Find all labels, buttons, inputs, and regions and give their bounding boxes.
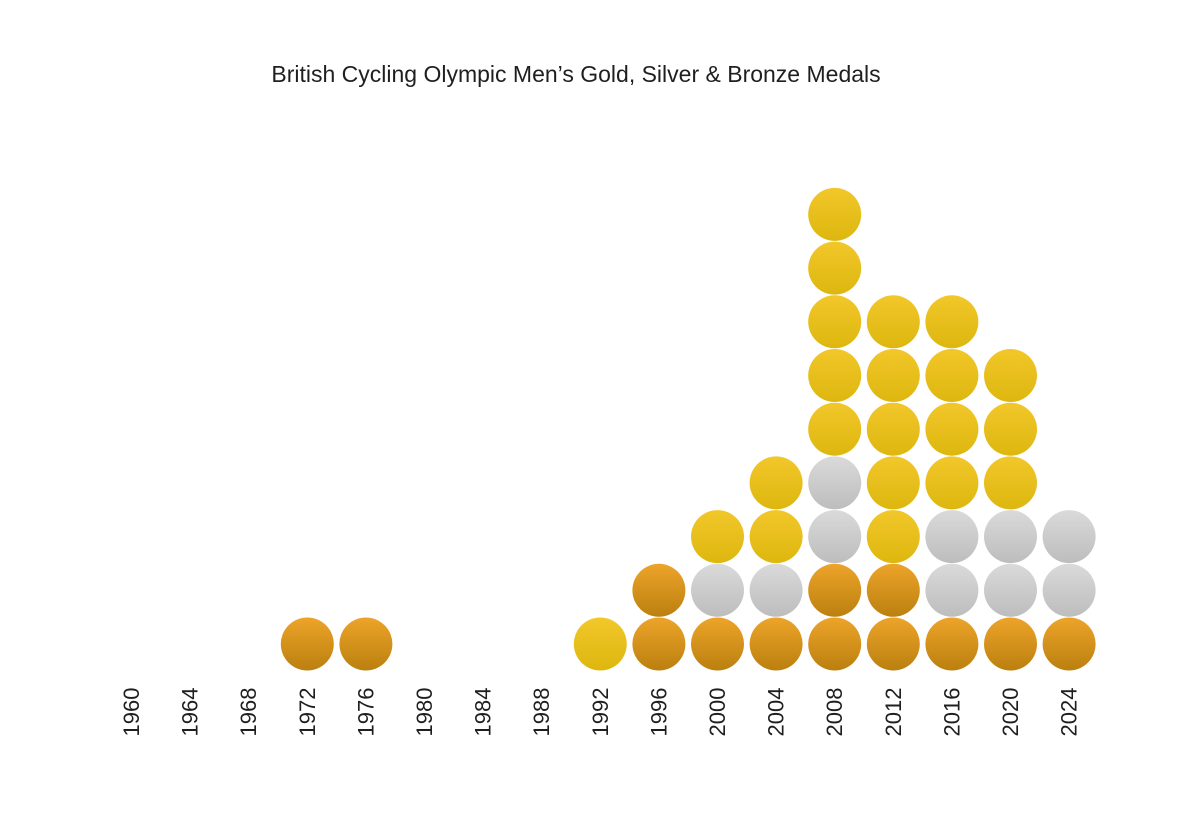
silver-medal-dot-2024-2 (1042, 510, 1096, 564)
silver-medal-dot-2000-1 (691, 563, 744, 617)
bronze-medal-dot-1996-1 (632, 617, 686, 671)
gold-medal-dot-2008-1 (808, 402, 862, 456)
x-tick-label-2000: 2000 (705, 688, 730, 737)
x-tick-label-1964: 1964 (178, 688, 203, 737)
silver-medal-dot-2004-1 (749, 563, 803, 617)
gold-medal-dot-2016-3 (925, 349, 979, 402)
silver-medal-dot-2020-2 (984, 510, 1037, 564)
gold-medal-dot-2012-4 (866, 349, 920, 402)
x-tick-label-1988: 1988 (529, 688, 554, 737)
bronze-medal-dot-1976-1 (339, 617, 393, 671)
chart-title: British Cycling Olympic Men’s Gold, Silv… (271, 61, 880, 87)
silver-medal-dot-2016-1 (925, 563, 979, 617)
bronze-medal-dot-2000-1 (691, 617, 744, 671)
bronze-medal-dot-2016-1 (925, 617, 979, 671)
x-tick-label-2012: 2012 (881, 688, 906, 737)
gold-medal-dot-2012-5 (866, 295, 920, 349)
x-tick-label-2024: 2024 (1057, 688, 1082, 737)
bronze-medal-dot-2008-1 (808, 617, 862, 671)
x-tick-label-1972: 1972 (295, 688, 320, 737)
bronze-medal-dot-2012-2 (866, 563, 920, 617)
medal-dots (280, 187, 1096, 671)
gold-medal-dot-2012-1 (866, 510, 920, 564)
gold-medal-dot-2008-3 (808, 295, 862, 349)
x-tick-label-2016: 2016 (939, 688, 964, 737)
gold-medal-dot-2012-3 (866, 402, 920, 456)
x-tick-label-1984: 1984 (471, 688, 496, 737)
bronze-medal-dot-2024-1 (1042, 617, 1096, 671)
bronze-medal-dot-2012-1 (866, 617, 920, 671)
gold-medal-dot-2000-1 (691, 510, 744, 564)
gold-medal-dot-2020-1 (984, 456, 1037, 510)
gold-medal-dot-2020-2 (984, 402, 1037, 456)
gold-medal-dot-1992-1 (573, 617, 627, 671)
silver-medal-dot-2008-2 (808, 456, 862, 510)
x-axis-tick-labels: 1960 1964 1968 1972 1976 1980 1984 1988 1992 1996… (119, 688, 1082, 737)
x-tick-label-1976: 1976 (353, 688, 378, 737)
gold-medal-dot-2016-2 (925, 402, 979, 456)
silver-medal-dot-2024-1 (1042, 563, 1096, 617)
x-tick-label-2020: 2020 (998, 688, 1023, 737)
gold-medal-dot-2004-2 (749, 456, 803, 510)
gold-medal-dot-2008-5 (808, 187, 862, 241)
bronze-medal-dot-2020-1 (984, 617, 1037, 671)
bronze-medal-dot-1972-1 (280, 617, 334, 671)
x-tick-label-1980: 1980 (412, 688, 437, 737)
gold-medal-dot-2008-4 (808, 241, 862, 295)
silver-medal-dot-2020-1 (984, 563, 1037, 617)
silver-medal-dot-2008-1 (808, 510, 862, 564)
x-tick-label-1968: 1968 (236, 688, 261, 737)
bronze-medal-dot-2004-1 (749, 617, 803, 671)
x-tick-label-2008: 2008 (822, 688, 847, 737)
gold-medal-dot-2004-1 (749, 510, 803, 564)
gold-medal-dot-2008-2 (808, 349, 862, 402)
x-tick-label-2004: 2004 (764, 688, 789, 737)
silver-medal-dot-2016-2 (925, 510, 979, 564)
gold-medal-dot-2016-4 (925, 295, 979, 349)
x-tick-label-1992: 1992 (588, 688, 613, 737)
bronze-medal-dot-2008-2 (808, 563, 862, 617)
x-tick-label-1960: 1960 (119, 688, 144, 737)
gold-medal-dot-2016-1 (925, 456, 979, 510)
gold-medal-dot-2020-3 (984, 349, 1037, 402)
bronze-medal-dot-1996-2 (632, 563, 686, 617)
x-tick-label-1996: 1996 (646, 688, 671, 737)
gold-medal-dot-2012-2 (866, 456, 920, 510)
